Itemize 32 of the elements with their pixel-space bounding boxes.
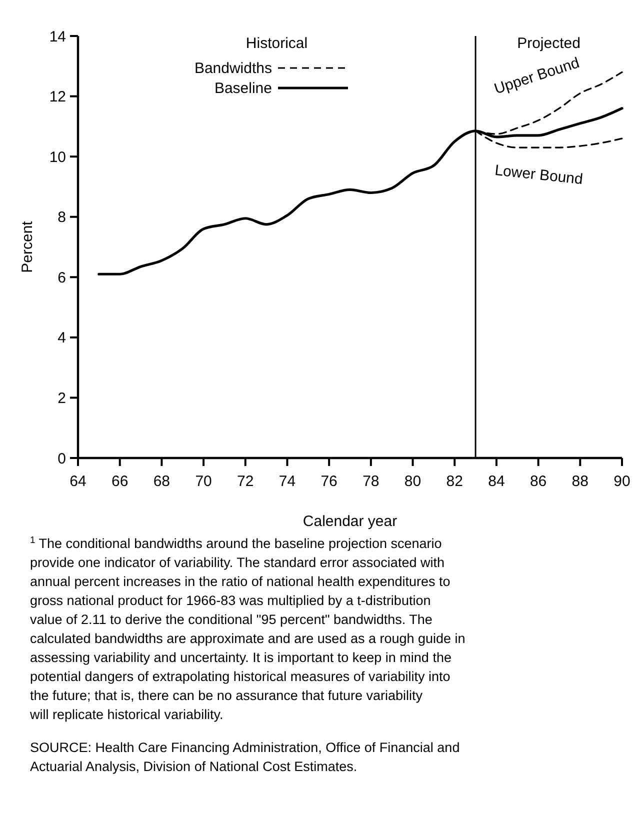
text: Upper Bound [492, 54, 582, 98]
x-tick-label: 78 [362, 473, 380, 490]
x-tick-label: 64 [70, 473, 86, 490]
y-tick-label: 0 [58, 450, 66, 468]
annotation: Bandwidths [194, 60, 272, 77]
x-tick-label: 80 [404, 473, 422, 490]
x-tick-label: 82 [446, 473, 463, 490]
x-tick-label: 76 [320, 473, 338, 490]
annotation: Projected [517, 35, 580, 52]
x-axis-title: Calendar year [302, 513, 398, 530]
legend-label: Baseline [214, 80, 272, 97]
y-axis-title: Percent [19, 220, 36, 273]
x-tick-label: 84 [488, 473, 505, 490]
x-tick-label: 70 [195, 473, 212, 490]
y-tick-label: 8 [58, 209, 66, 226]
annotation: Historical [246, 35, 308, 52]
y-tick-label: 6 [58, 269, 66, 286]
x-tick-label: 90 [614, 473, 630, 490]
y-tick-label: 12 [49, 88, 66, 106]
x-tick-label: 66 [112, 473, 128, 490]
text: Lower Bound [494, 162, 584, 188]
x-tick-label: 72 [237, 473, 254, 490]
y-tick-label: 14 [49, 28, 66, 46]
y-tick-label: 2 [58, 390, 66, 407]
x-tick-label: 68 [153, 473, 170, 490]
source-note: SOURCE: Health Care Financing Administration, Office of Financial and Actuarial Analysis, Division of National Cost Estimates. [30, 740, 460, 774]
x-tick-label: 88 [572, 473, 588, 490]
text: $^{1}$ The conditional bandwidths around the baseline projection scenario provide one indicator of variability. The standard error associated with annual percent increases in the ratio of national health expenditures to gross national product for 1966-83 was multiplied by a t-distribution value of 2.11 to derive the conditional "95 percent" bandwidths. The calculated bandwidths are approximate and are used as a rough guide in assessing variability and uncertainty. It is important to keep in mind the potential dangers of extrapolating historical measures of variability into the future; that is, there can be no assurance that future variability will replicate historical variability. [30, 534, 466, 722]
y-tick-label: 4 [58, 330, 66, 347]
y-tick-label: 10 [49, 148, 66, 166]
x-tick-label: 74 [278, 473, 296, 490]
x-tick-label: 86 [530, 473, 547, 490]
